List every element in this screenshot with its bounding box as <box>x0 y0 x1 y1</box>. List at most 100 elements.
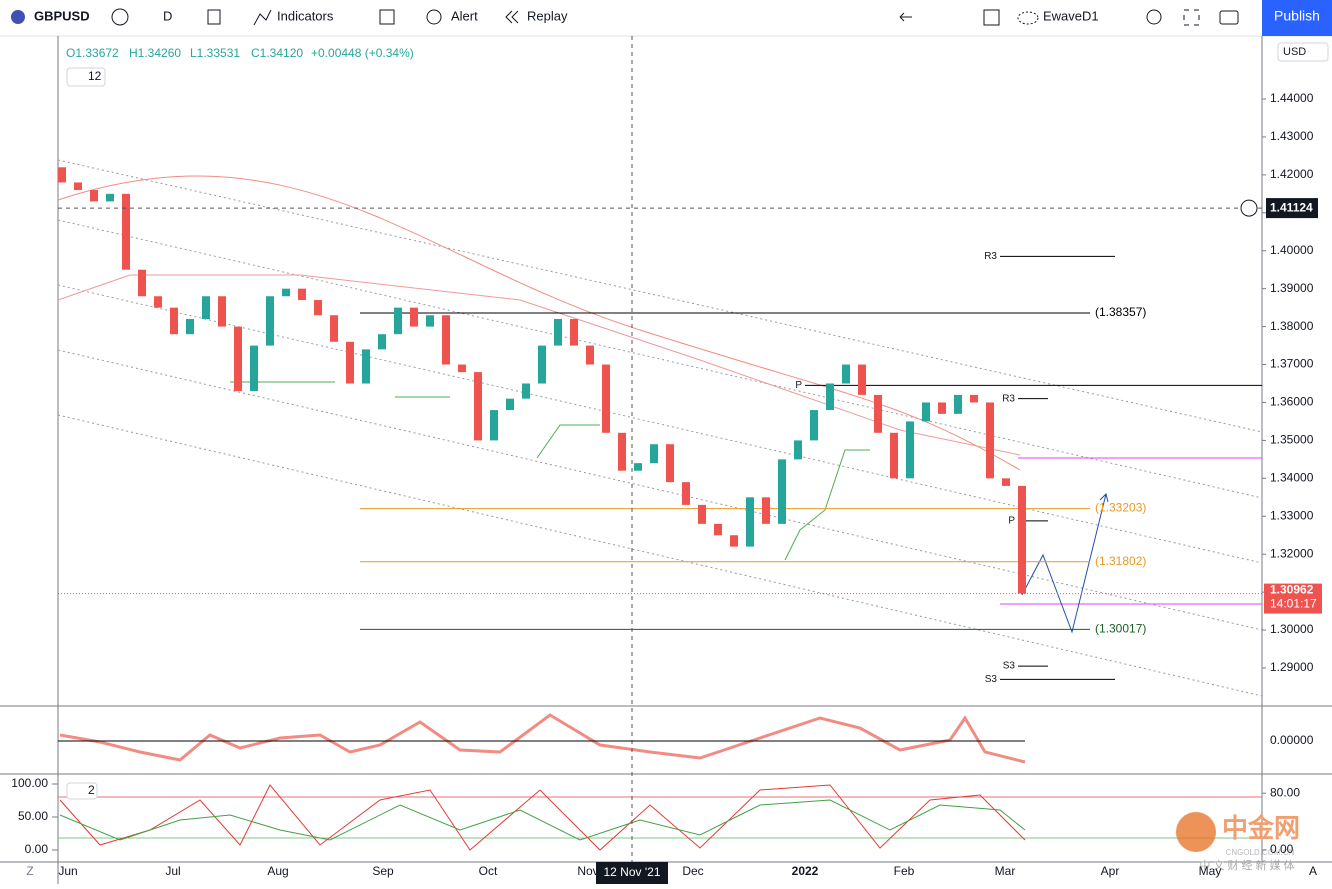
snapshot-icon[interactable] <box>1219 10 1239 25</box>
crosshair-date: 12 Nov '21 <box>604 865 661 879</box>
candle <box>298 288 306 301</box>
indicator-count-box[interactable] <box>66 67 106 87</box>
replay-button[interactable]: Replay <box>527 8 568 23</box>
symbol[interactable]: GBPUSD <box>34 8 90 23</box>
stoch-length[interactable]: 2 <box>88 783 95 797</box>
add-symbol-icon[interactable] <box>111 8 129 26</box>
candle <box>138 269 146 297</box>
undo-icon[interactable] <box>899 12 912 22</box>
indicators-button[interactable]: Indicators <box>277 8 334 23</box>
crosshair-date-bg <box>596 862 668 884</box>
price-tick-label: 1.29000 <box>1270 660 1314 674</box>
settings-icon[interactable] <box>1146 9 1162 25</box>
candle <box>778 459 786 524</box>
candle <box>858 364 866 395</box>
indicator-count[interactable]: 12 <box>88 69 102 83</box>
candle <box>842 364 850 384</box>
candle <box>522 383 530 399</box>
alert-icon <box>426 9 442 25</box>
legend-low: L1.33531 <box>190 46 240 60</box>
candle <box>442 315 450 365</box>
symbol-flag <box>11 10 25 24</box>
candle <box>170 307 178 335</box>
watermark-name: 中金网 <box>1222 813 1300 843</box>
toolbar: GBPUSD D Indicators Alert Replay EwaveD1… <box>0 0 1332 37</box>
pivot-label: P <box>795 380 802 391</box>
pivot-label: R3 <box>984 251 997 262</box>
pivot-label: R3 <box>1002 393 1015 404</box>
time-label: Feb <box>894 864 915 878</box>
time-label: Apr <box>1101 864 1120 878</box>
candle <box>122 193 130 270</box>
level-label: (1.33203) <box>1095 501 1146 515</box>
zoom-button[interactable]: Z <box>26 864 33 878</box>
last-price-bg <box>1264 583 1322 614</box>
price-tick-label: 1.36000 <box>1270 395 1314 409</box>
candle <box>682 482 690 505</box>
legend-close: C1.34120 <box>251 46 303 60</box>
time-label: Mar <box>995 864 1016 878</box>
candle <box>618 432 626 471</box>
publish-bg[interactable] <box>1262 0 1332 36</box>
watermark-logo <box>1176 812 1216 852</box>
candle <box>266 296 274 346</box>
layout-icon[interactable] <box>983 9 1000 26</box>
templates-icon[interactable] <box>379 9 395 25</box>
crosshair-price-bg <box>1266 198 1318 219</box>
alert-button[interactable]: Alert <box>451 8 478 23</box>
price-tick-label: 1.30000 <box>1270 622 1314 636</box>
trend-channels <box>57 159 1263 697</box>
candle <box>554 319 562 346</box>
supertrend <box>230 381 870 561</box>
candle <box>874 394 882 433</box>
price-tick-label: 1.35000 <box>1270 433 1314 447</box>
chart-type-icon[interactable] <box>207 9 221 25</box>
price-tick-label: 1.32000 <box>1270 546 1314 560</box>
candle <box>234 326 242 392</box>
candle <box>762 497 770 524</box>
stoch-right-label: 0.00 <box>1270 842 1294 856</box>
interval[interactable]: D <box>163 8 172 23</box>
last-price: 1.30962 <box>1270 583 1314 597</box>
candle <box>154 296 162 308</box>
stoch-length-box[interactable] <box>66 782 98 800</box>
time-label: 2022 <box>792 864 819 878</box>
indicators-icon <box>253 9 272 26</box>
candle <box>74 182 82 191</box>
stoch-right-label: 80.00 <box>1270 785 1300 799</box>
time-label: Sep <box>372 864 394 878</box>
candle <box>506 398 514 411</box>
candle <box>986 402 994 479</box>
price-tick-label: 1.44000 <box>1270 91 1314 105</box>
time-label: Jun <box>58 864 77 878</box>
oscillator-pane <box>59 713 1026 764</box>
price-tick-label: 1.37000 <box>1270 357 1314 371</box>
publish-button[interactable]: Publish <box>1274 8 1320 24</box>
candle <box>650 444 658 464</box>
candle <box>970 394 978 403</box>
candle <box>90 190 98 202</box>
stoch-d <box>59 799 1026 841</box>
time-label: May <box>1199 864 1222 878</box>
time-label: A <box>1309 864 1317 878</box>
crosshair-plus[interactable] <box>1240 199 1258 217</box>
candle <box>586 345 594 365</box>
oscillator-line <box>59 713 1026 764</box>
legend-open: O1.33672 <box>66 46 119 60</box>
currency-box[interactable] <box>1277 42 1329 62</box>
level-label: (1.31802) <box>1095 554 1146 568</box>
fullscreen-icon[interactable] <box>1183 9 1200 26</box>
time-label: Nov <box>577 864 598 878</box>
time-label: Aug <box>267 864 288 878</box>
crosshair-price: 1.41124 <box>1270 200 1313 214</box>
price-tick-label: 1.42000 <box>1270 167 1314 181</box>
candle <box>282 288 290 297</box>
candle <box>826 383 834 411</box>
candle <box>410 307 418 327</box>
currency[interactable]: USD <box>1283 46 1306 58</box>
candle <box>314 300 322 316</box>
stoch-left-label: 100.00 <box>11 776 48 790</box>
price-tick-label: 1.34000 <box>1270 471 1314 485</box>
layout-name[interactable]: EwaveD1 <box>1043 8 1099 23</box>
legend-change: +0.00448 (+0.34%) <box>311 46 414 60</box>
